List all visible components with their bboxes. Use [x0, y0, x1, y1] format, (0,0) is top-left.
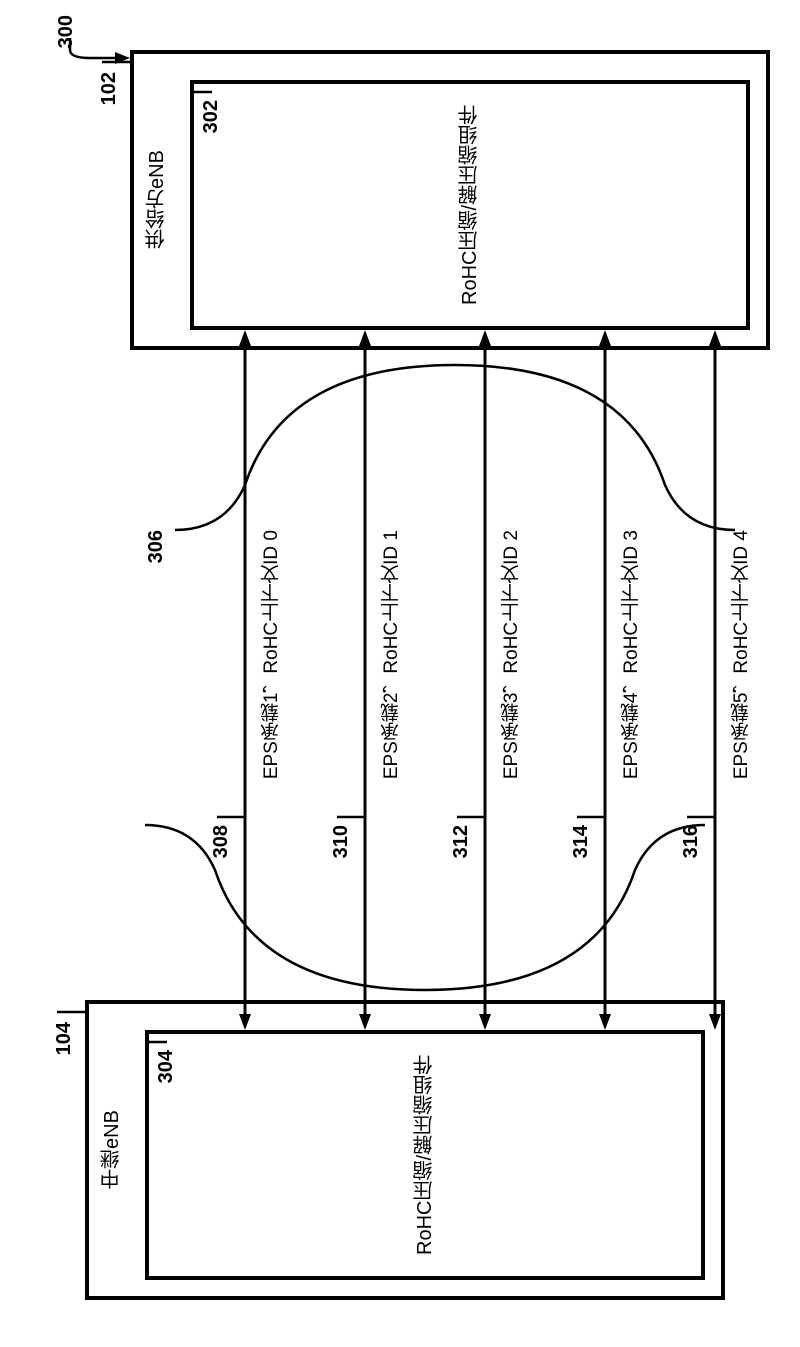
- arrow-4: [597, 330, 613, 1030]
- donor-enb-title: 供给方eNB: [142, 60, 171, 340]
- conn-4-ref-line: [577, 810, 607, 825]
- group-ref: 306: [145, 530, 168, 563]
- relay-rohc-ref: 304: [155, 1050, 178, 1083]
- arrow-5: [707, 330, 723, 1030]
- donor-rohc-ref: 302: [200, 100, 223, 133]
- conn-2-ref: 310: [330, 825, 353, 858]
- brace-top: [175, 355, 735, 535]
- relay-enb-title: 中继eNB: [97, 1010, 126, 1290]
- arrow-2: [357, 330, 373, 1030]
- conn-3-ref-line: [457, 810, 487, 825]
- conn-4-label: EPS承载4，RoHC上下文ID 3: [618, 530, 645, 779]
- diagram-root: 300 供给方eNB 102 RoHC压缩/解压缩组件 302 中继eNB 10…: [0, 0, 800, 1347]
- ref-102-line: [102, 55, 132, 70]
- conn-3-label: EPS承载3，RoHC上下文ID 2: [498, 530, 525, 779]
- conn-4-ref: 314: [570, 825, 593, 858]
- conn-2-ref-line: [337, 810, 367, 825]
- ref-104-line: [57, 1005, 87, 1020]
- figure-ref: 300: [55, 15, 78, 48]
- donor-enb-ref: 102: [98, 72, 121, 105]
- conn-3-ref: 312: [450, 825, 473, 858]
- arrow-3: [477, 330, 493, 1030]
- conn-1-ref-line: [217, 810, 247, 825]
- conn-5-label: EPS承载5，RoHC上下文ID 4: [728, 530, 755, 779]
- conn-5-ref-line: [687, 810, 717, 825]
- conn-1-ref: 308: [210, 825, 233, 858]
- conn-2-label: EPS承载2，RoHC上下文ID 1: [378, 530, 405, 779]
- conn-1-label: EPS承载1，RoHC上下文ID 0: [258, 530, 285, 779]
- relay-rohc-title: RoHC压缩/解压缩组件: [410, 1040, 439, 1270]
- arrow-1: [237, 330, 253, 1030]
- relay-enb-ref: 104: [53, 1022, 76, 1055]
- donor-rohc-title: RoHC压缩/解压缩组件: [455, 90, 484, 320]
- conn-5-ref: 316: [680, 825, 703, 858]
